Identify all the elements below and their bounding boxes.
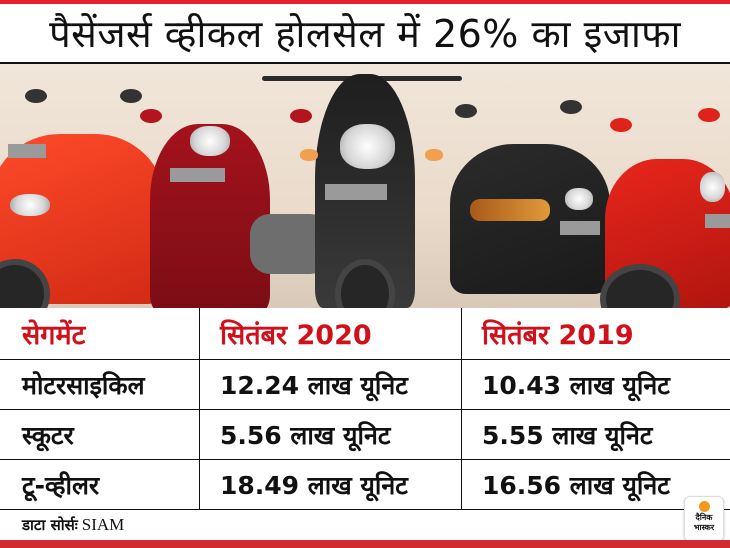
blurred-plate (325, 184, 387, 200)
top-accent-bar (0, 0, 730, 4)
logo-line-2: भास्कर (693, 523, 715, 532)
sun-icon (698, 501, 710, 512)
blurred-plate (705, 214, 730, 228)
headlamp (190, 126, 230, 156)
value-2019-cell: 5.55 लाख यूनिट (482, 420, 653, 450)
mirror (140, 109, 162, 123)
table-header-row: सेगमेंट सितंबर 2020 सितंबर 2019 (0, 308, 730, 360)
blurred-plate (560, 221, 600, 235)
indicator (300, 149, 318, 161)
mirror (698, 108, 720, 122)
blurred-plate (170, 168, 225, 182)
header-segment: सेगमेंट (0, 308, 200, 359)
dainik-bhaskar-logo: दैनिक भास्कर (684, 496, 724, 542)
segment-cell: मोटरसाइकिल (0, 360, 200, 409)
headlamp (340, 124, 395, 169)
logo-line-1: दैनिक (695, 513, 713, 522)
title-divider (0, 62, 730, 64)
headlamp (10, 194, 50, 216)
segment-cell: टू-व्हीलर (0, 460, 200, 509)
tank-stripe (470, 199, 550, 221)
value-2019-cell: 16.56 लाख यूनिट (482, 470, 670, 500)
header-sep-2019: सितंबर 2019 (482, 320, 634, 351)
value-2020-cell: 18.49 लाख यूनिट (200, 460, 462, 509)
headlamp (565, 188, 593, 210)
segment-cell: स्कूटर (0, 410, 200, 459)
header-sep-2020: सितंबर 2020 (200, 308, 462, 359)
data-source-label: डाटा सोर्सः (22, 516, 78, 534)
table-row: मोटरसाइकिल 12.24 लाख यूनिट 10.43 लाख यून… (0, 360, 730, 410)
wheel (335, 259, 395, 308)
page-title: पैसेंजर्स व्हीकल होलसेल में 26% का इजाफा (49, 12, 681, 56)
mirror (120, 89, 142, 103)
value-2020-cell: 5.56 लाख यूनिट (200, 410, 462, 459)
blurred-plate (8, 144, 46, 158)
mirror (560, 100, 582, 114)
mirror (25, 89, 47, 103)
mirror (290, 109, 312, 123)
table-row: स्कूटर 5.56 लाख यूनिट 5.55 लाख यूनिट (0, 410, 730, 460)
value-2020-cell: 12.24 लाख यूनिट (200, 360, 462, 409)
two-wheelers-photo (0, 64, 730, 308)
value-2019-cell: 10.43 लाख यूनिट (482, 370, 670, 400)
sales-table: सेगमेंट सितंबर 2020 सितंबर 2019 मोटरसाइक… (0, 308, 730, 510)
headlamp (700, 172, 725, 202)
data-source-value: SIAM (81, 515, 125, 534)
mirror (455, 104, 477, 118)
data-source: डाटा सोर्सः SIAM (22, 512, 124, 538)
indicator (425, 149, 443, 161)
table-row: टू-व्हीलर 18.49 लाख यूनिट 16.56 लाख यूनि… (0, 460, 730, 510)
mirror (610, 118, 632, 132)
bottom-accent-bar (0, 540, 730, 548)
